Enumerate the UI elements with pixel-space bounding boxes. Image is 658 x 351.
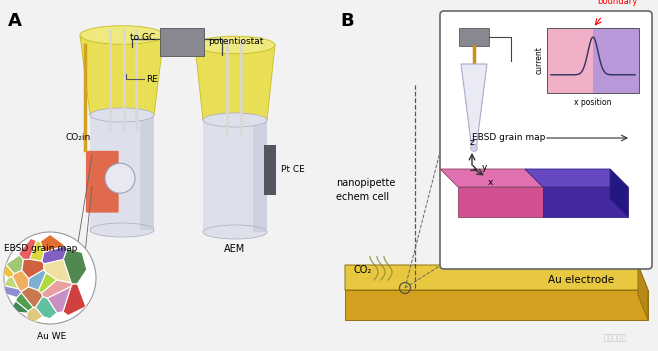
Text: active
boundary: active boundary — [597, 0, 638, 6]
Text: y: y — [482, 163, 488, 172]
Polygon shape — [461, 64, 487, 146]
Polygon shape — [26, 307, 43, 328]
Polygon shape — [610, 169, 628, 217]
Text: EBSD grain map: EBSD grain map — [4, 244, 78, 253]
FancyBboxPatch shape — [440, 11, 652, 269]
Polygon shape — [440, 169, 543, 187]
Polygon shape — [6, 255, 24, 274]
Polygon shape — [638, 265, 648, 320]
Text: x: x — [488, 178, 493, 187]
Circle shape — [470, 145, 478, 152]
Polygon shape — [38, 273, 57, 293]
Polygon shape — [41, 280, 72, 298]
Ellipse shape — [203, 113, 267, 127]
Text: B: B — [340, 12, 353, 30]
Polygon shape — [13, 270, 29, 292]
Polygon shape — [16, 292, 34, 311]
Polygon shape — [63, 284, 86, 316]
Text: x position: x position — [574, 98, 612, 107]
Ellipse shape — [90, 108, 154, 122]
Text: to GC: to GC — [130, 33, 155, 42]
Bar — [459, 28, 489, 46]
Text: 新材料在线: 新材料在线 — [603, 333, 626, 343]
Polygon shape — [22, 259, 44, 278]
Text: z: z — [470, 138, 474, 147]
Ellipse shape — [80, 26, 164, 44]
Polygon shape — [30, 241, 44, 261]
Polygon shape — [43, 259, 71, 283]
Polygon shape — [36, 297, 57, 319]
Bar — [264, 145, 276, 195]
Polygon shape — [195, 45, 275, 120]
Polygon shape — [8, 301, 28, 313]
Polygon shape — [21, 287, 43, 307]
Ellipse shape — [195, 36, 275, 54]
Bar — [203, 120, 267, 232]
Bar — [160, 28, 204, 56]
Polygon shape — [19, 238, 36, 259]
Text: AEM: AEM — [224, 244, 245, 254]
Text: Pt CE: Pt CE — [281, 165, 305, 174]
Bar — [547, 28, 593, 93]
FancyBboxPatch shape — [86, 151, 118, 213]
Circle shape — [4, 232, 96, 324]
Bar — [253, 120, 267, 232]
Text: EBSD grain map: EBSD grain map — [472, 133, 545, 143]
Polygon shape — [40, 234, 66, 252]
Text: CO₂: CO₂ — [353, 265, 371, 275]
Ellipse shape — [90, 223, 154, 237]
Polygon shape — [47, 286, 71, 313]
Polygon shape — [42, 246, 67, 264]
Bar — [547, 28, 639, 93]
Polygon shape — [345, 290, 648, 320]
Text: Au WE: Au WE — [38, 332, 66, 341]
Polygon shape — [525, 169, 628, 187]
Bar — [140, 115, 154, 230]
Polygon shape — [0, 264, 14, 278]
Polygon shape — [3, 277, 18, 289]
Polygon shape — [63, 249, 87, 284]
Text: Au electrode: Au electrode — [548, 275, 614, 285]
Ellipse shape — [203, 225, 267, 239]
Bar — [90, 115, 154, 230]
Ellipse shape — [105, 163, 135, 193]
Polygon shape — [0, 285, 22, 298]
Polygon shape — [543, 187, 628, 217]
Polygon shape — [458, 187, 543, 217]
Polygon shape — [345, 265, 648, 290]
Text: current: current — [535, 47, 544, 74]
Text: RE: RE — [146, 74, 158, 84]
Text: nanopipette
echem cell: nanopipette echem cell — [336, 178, 395, 202]
Text: CO₂in: CO₂in — [66, 132, 91, 141]
Polygon shape — [80, 35, 164, 115]
Text: A: A — [8, 12, 22, 30]
Bar — [593, 28, 639, 93]
Text: potentiostat: potentiostat — [208, 38, 263, 46]
Polygon shape — [28, 270, 46, 291]
